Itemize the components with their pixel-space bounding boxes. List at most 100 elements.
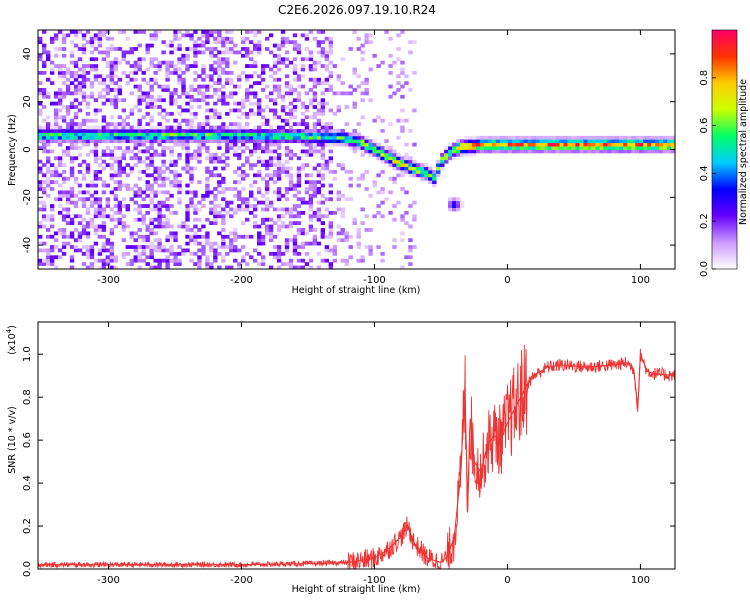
spectrogram-cell	[149, 241, 154, 246]
spectrogram-cell	[491, 142, 497, 147]
spectrogram-cell	[416, 166, 421, 171]
spectrogram-cell	[65, 105, 71, 109]
spectrogram-cell	[408, 248, 413, 253]
spectrogram-cell	[571, 135, 576, 140]
spectrogram-cell	[89, 248, 95, 253]
spectrogram-cell	[312, 193, 318, 198]
spectrogram-cell	[360, 152, 365, 157]
spectrogram-cell	[237, 166, 242, 171]
spectrogram-cell	[189, 111, 194, 116]
spectrogram-cell	[233, 91, 238, 96]
spectrogram-cell	[364, 36, 369, 41]
spectrogram-cell	[73, 176, 79, 181]
spectrogram-cell	[276, 159, 282, 164]
spectrogram-cell	[181, 108, 186, 113]
spectrogram-cell	[101, 135, 107, 140]
snr-x-tick-label: 0	[504, 575, 510, 586]
spectrogram-cell	[61, 180, 67, 185]
spectrogram-cell	[133, 217, 138, 222]
spectrogram-cell	[49, 149, 55, 154]
spectrogram-cell	[217, 88, 222, 92]
spectrogram-cell	[268, 50, 274, 55]
spectrogram-cell	[288, 132, 294, 137]
spectrogram-cell	[599, 139, 604, 144]
spectrogram-cell	[93, 258, 99, 263]
spectrogram-cell	[276, 88, 282, 92]
spectrogram-cell	[583, 139, 588, 144]
spectrogram-cell	[272, 207, 278, 212]
spectrogram-cell	[368, 228, 373, 232]
spectrogram-cell	[495, 139, 501, 144]
spectrogram-cell	[165, 77, 170, 82]
spectrogram-cell	[348, 135, 353, 140]
spectrogram-cell	[328, 197, 334, 202]
spectrogram-cell	[89, 43, 95, 48]
spectrogram-cell	[205, 74, 210, 79]
spectrogram-cell	[57, 183, 63, 188]
spectrogram-cell	[181, 248, 186, 253]
spectrogram-cell	[69, 53, 75, 58]
spectrogram-cell	[308, 152, 314, 157]
spectrogram-cell	[121, 251, 126, 256]
spectrogram-cell	[189, 118, 194, 123]
spectrogram-cell	[149, 64, 154, 68]
spectrogram-cell	[440, 156, 445, 161]
spectrogram-cell	[452, 204, 457, 208]
spectrogram-cell	[237, 234, 242, 239]
spectrogram-cell	[105, 88, 111, 92]
spectrogram-cell	[197, 105, 202, 109]
spectrogram-cell	[121, 53, 126, 58]
spectrogram-cell	[101, 152, 107, 157]
spectrogram-cell	[121, 132, 126, 137]
spectrogram-cell	[85, 234, 91, 239]
spectrogram-cell	[388, 156, 393, 161]
spectrogram-cell	[264, 142, 270, 147]
spectrogram-cell	[77, 91, 83, 96]
spectrogram-cell	[193, 47, 198, 51]
spectrogram-cell	[312, 234, 318, 239]
spectrogram-cell	[101, 248, 107, 253]
spectrogram-cell	[300, 163, 306, 167]
spectrogram-cell	[129, 135, 134, 140]
spectrogram-cell	[384, 152, 389, 157]
spectrogram-cell	[77, 88, 83, 92]
spectrogram-cell	[141, 159, 146, 164]
spectrogram-cell	[73, 77, 79, 82]
spectrogram-cell	[292, 183, 298, 188]
spectrogram-cell	[185, 122, 190, 126]
spectrogram-cell	[65, 139, 71, 144]
spectrogram-cell	[97, 91, 103, 96]
spectrogram-cell	[340, 231, 345, 236]
spectrogram-cell	[623, 146, 628, 150]
spectrogram-cell	[77, 231, 83, 236]
spectrogram-cell	[256, 47, 262, 51]
spectrogram-cell	[85, 265, 91, 269]
spectrogram-cell	[53, 238, 59, 243]
spectrogram-cell	[201, 139, 206, 144]
spectrogram-cell	[392, 156, 397, 161]
spectrogram-cell	[109, 135, 115, 140]
spectrogram-cell	[73, 60, 79, 65]
spectrogram-cell	[348, 132, 353, 137]
spectrogram-cell	[300, 33, 306, 38]
spectrogram-cell	[547, 146, 552, 150]
spectrogram-cell	[41, 91, 47, 96]
spectrogram-cell	[73, 193, 79, 198]
spectrogram-cell	[221, 129, 226, 133]
spectrogram-cell	[372, 53, 377, 58]
spectrogram-cell	[579, 142, 584, 147]
spectrogram-cell	[388, 152, 393, 157]
spectrogram-cell	[77, 47, 83, 51]
spectrogram-cell	[249, 30, 254, 34]
spectrogram-cell	[65, 33, 71, 38]
spectrogram-cell	[249, 183, 254, 188]
spectrogram-cell	[268, 228, 274, 232]
spectrogram-cell	[105, 204, 111, 208]
spectrogram-cell	[77, 129, 83, 133]
spectrogram-cell	[81, 84, 87, 89]
spectrogram-cell	[519, 142, 525, 147]
spectrogram-cell	[109, 190, 115, 195]
spectrogram-cell	[272, 173, 278, 178]
spectrogram-cell	[229, 231, 234, 236]
spectrogram-cell	[256, 74, 262, 79]
